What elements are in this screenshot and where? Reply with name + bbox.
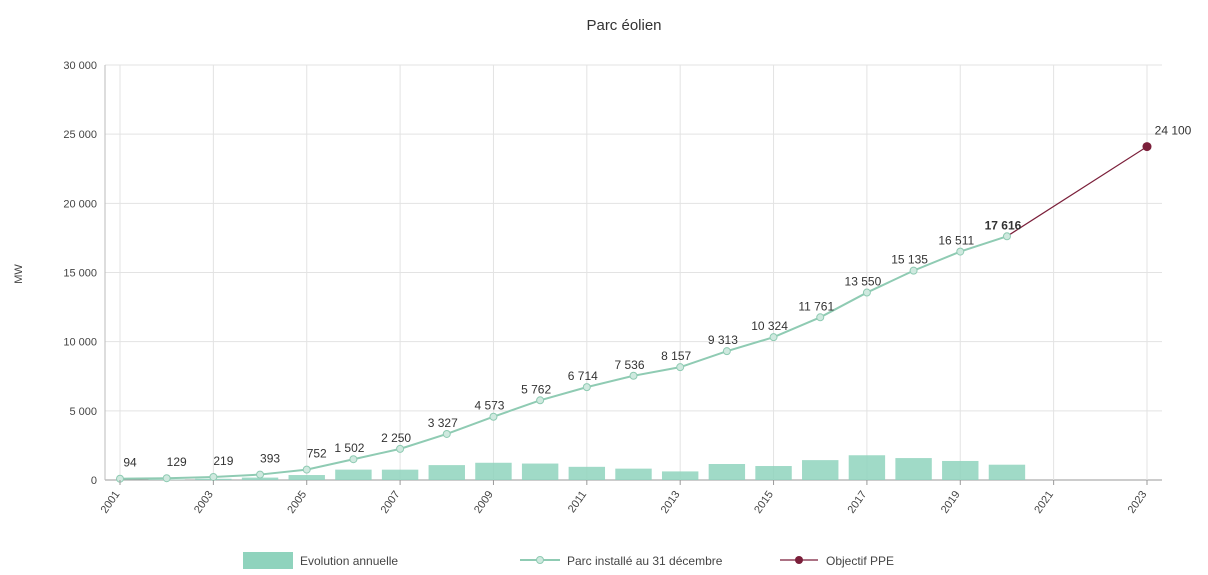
point-installed-2016 (816, 313, 825, 322)
label-installed-2016: 11 761 (798, 299, 834, 313)
label-installed-2011: 6 714 (568, 369, 598, 383)
line-series (116, 142, 1152, 483)
legend-label-objective: Objectif PPE (826, 554, 894, 568)
label-objective-2023: 24 100 (1155, 124, 1192, 138)
legend-marker-objective (795, 556, 803, 564)
bar-annual-2012 (615, 468, 652, 480)
bar-annual-2013 (661, 471, 699, 480)
point-installed-2008 (442, 429, 451, 438)
label-installed-2019: 16 511 (938, 234, 974, 248)
x-tick-label: 2013 (659, 489, 683, 516)
installed-capacity-line (119, 235, 1008, 480)
point-installed-2007 (396, 444, 405, 453)
bar-annual-2015 (755, 466, 792, 480)
y-tick-label: 10 000 (63, 337, 97, 349)
legend-swatch-annual (243, 552, 293, 569)
point-installed-2005 (302, 465, 311, 474)
bar-annual-2004 (241, 477, 279, 480)
label-installed-2017: 13 550 (845, 275, 882, 289)
bar-annual-2017 (848, 455, 886, 480)
bar-annual-2020 (988, 464, 1026, 480)
label-installed-2003: 219 (213, 454, 233, 468)
bar-annual-2006 (335, 469, 372, 480)
x-tick-label: 2023 (1126, 489, 1150, 516)
y-tick-label: 30 000 (63, 60, 97, 72)
x-tick-label: 2007 (379, 489, 403, 516)
label-installed-2009: 4 573 (474, 399, 504, 413)
point-installed-2015 (769, 333, 778, 342)
label-installed-2001: 94 (123, 456, 137, 470)
point-installed-2019 (956, 247, 965, 256)
y-tick-label: 25 000 (63, 129, 97, 141)
bar-annual-2016 (802, 460, 839, 480)
label-installed-2013: 8 157 (661, 349, 691, 363)
label-installed-2002: 129 (167, 455, 187, 469)
point-installed-2003 (209, 472, 218, 481)
data-labels: 94 129 219 393 752 1 502 2 250 3 327 4 573 5 762 6… (123, 124, 1191, 470)
objective-line (1006, 146, 1148, 237)
point-installed-2018 (909, 266, 918, 275)
bars-series (148, 455, 1026, 480)
bar-annual-2007 (381, 469, 419, 480)
x-tick-label: 2003 (192, 489, 216, 516)
bar-annual-2008 (428, 465, 465, 480)
legend-label-annual: Evolution annuelle (300, 554, 398, 568)
bar-annual-2005 (288, 475, 325, 480)
y-tick-label: 20 000 (63, 198, 97, 210)
point-installed-2009 (489, 412, 498, 421)
point-installed-2017 (862, 288, 871, 297)
chart-title: Parc éolien (586, 17, 661, 34)
point-installed-2014 (722, 347, 731, 356)
point-objective-2023 (1142, 142, 1152, 152)
point-installed-2010 (536, 396, 545, 405)
legend: Evolution annuelle Parc installé au 31 dé… (243, 552, 894, 569)
point-installed-2012 (629, 371, 638, 380)
label-installed-2010: 5 762 (521, 382, 551, 396)
label-installed-2007: 2 250 (381, 431, 411, 445)
y-tick-label: 15 000 (63, 268, 97, 280)
x-tick-label: 2011 (566, 489, 589, 515)
bar-annual-2018 (895, 458, 932, 480)
point-installed-2002 (162, 474, 171, 483)
point-installed-2020 (1002, 232, 1011, 241)
point-installed-2006 (349, 455, 358, 464)
x-tick-label: 2005 (285, 489, 309, 516)
bar-annual-2010 (521, 463, 559, 480)
y-tick-label: 0 (91, 475, 97, 487)
x-tick-label: 2009 (472, 489, 496, 516)
label-installed-2006: 1 502 (334, 441, 364, 455)
label-installed-2005: 752 (307, 447, 327, 461)
label-installed-2014: 9 313 (708, 333, 738, 347)
point-installed-2013 (676, 363, 685, 372)
x-tick-label: 2001 (99, 489, 123, 516)
bar-annual-2014 (708, 464, 746, 480)
bar-annual-2011 (568, 466, 606, 480)
x-tick-label: 2021 (1032, 489, 1056, 516)
legend-marker-installed (536, 556, 544, 564)
grid-lines (105, 64, 1162, 481)
x-tick-label: 2017 (845, 489, 869, 516)
label-installed-2018: 15 135 (891, 253, 928, 267)
x-tick-label: 2015 (752, 489, 776, 516)
bar-annual-2009 (475, 462, 512, 480)
point-installed-2011 (582, 383, 591, 392)
point-installed-2004 (256, 470, 265, 479)
label-installed-2012: 7 536 (614, 358, 644, 372)
label-installed-2015: 10 324 (751, 319, 788, 333)
y-tick-label: 5 000 (69, 406, 97, 418)
axes: 0 5 000 10 000 15 000 20 000 25 000 30 000 2001… (63, 60, 1149, 516)
y-axis-label: MW (13, 264, 25, 284)
x-tick-label: 2019 (939, 489, 963, 516)
legend-label-installed: Parc installé au 31 décembre (567, 554, 723, 568)
bar-annual-2019 (942, 460, 979, 480)
label-installed-2008: 3 327 (428, 416, 458, 430)
label-installed-2004: 393 (260, 452, 280, 466)
label-installed-2020: 17 616 (985, 218, 1022, 232)
